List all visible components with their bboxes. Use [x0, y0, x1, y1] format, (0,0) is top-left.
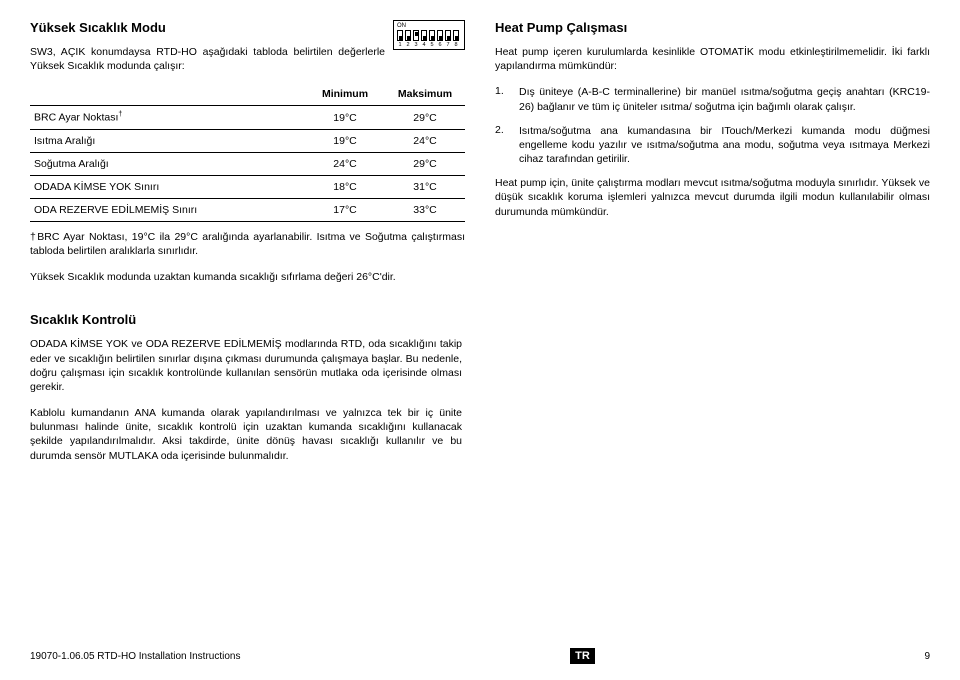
reset-note: Yüksek Sıcaklık modunda uzaktan kumanda …	[30, 270, 465, 284]
table-cell: 33°C	[385, 198, 465, 221]
table-row: Soğutma Aralığı24°C29°C	[30, 152, 465, 175]
table-row: BRC Ayar Noktası†19°C29°C	[30, 106, 465, 130]
temp-control-p2: Kablolu kumandanın ANA kumanda olarak ya…	[30, 406, 462, 463]
dip-number: 5	[429, 42, 435, 48]
table-cell: ODADA KİMSE YOK Sınırı	[30, 175, 305, 198]
page-number: 9	[924, 651, 930, 662]
table-header: Minimum	[305, 83, 385, 106]
table-cell: 19°C	[305, 129, 385, 152]
table-cell: ODA REZERVE EDİLMEMİŞ Sınırı	[30, 198, 305, 221]
language-badge: TR	[570, 648, 595, 664]
dip-number: 3	[413, 42, 419, 48]
dip-switch-diagram: ON 12345678	[393, 20, 465, 50]
table-header	[30, 83, 305, 106]
temp-control-section: Sıcaklık Kontrolü ODADA KİMSE YOK ve ODA…	[30, 312, 462, 462]
dip-switch	[405, 30, 411, 41]
temp-control-heading: Sıcaklık Kontrolü	[30, 312, 462, 327]
dip-switch	[429, 30, 435, 41]
table-cell: Soğutma Aralığı	[30, 152, 305, 175]
left-column: ON 12345678 Yüksek Sıcaklık Modu SW3, AÇ…	[30, 20, 465, 284]
table-cell: BRC Ayar Noktası†	[30, 106, 305, 130]
footer-docid: 19070-1.06.05 RTD-HO Installation Instru…	[30, 651, 240, 662]
table-cell: 24°C	[305, 152, 385, 175]
heatpump-intro: Heat pump içeren kurulumlarda kesinlikle…	[495, 45, 930, 73]
heatpump-heading: Heat Pump Çalışması	[495, 20, 930, 35]
dip-number: 4	[421, 42, 427, 48]
dip-switch	[445, 30, 451, 41]
numbered-item: 1.Dış üniteye (A-B-C terminallerine) bir…	[495, 85, 930, 113]
table-row: ODADA KİMSE YOK Sınırı18°C31°C	[30, 175, 465, 198]
table-cell: 24°C	[385, 129, 465, 152]
dip-switch	[397, 30, 403, 41]
table-cell: 31°C	[385, 175, 465, 198]
dip-switch	[421, 30, 427, 41]
dip-switch	[437, 30, 443, 41]
table-header: Maksimum	[385, 83, 465, 106]
table-row: Isıtma Aralığı19°C24°C	[30, 129, 465, 152]
table-row: ODA REZERVE EDİLMEMİŞ Sınırı17°C33°C	[30, 198, 465, 221]
dip-switch	[453, 30, 459, 41]
item-text: Dış üniteye (A-B-C terminallerine) bir m…	[519, 85, 930, 113]
item-text: Isıtma/soğutma ana kumandasına bir ITouc…	[519, 124, 930, 167]
dip-number: 6	[437, 42, 443, 48]
page-footer: 19070-1.06.05 RTD-HO Installation Instru…	[30, 648, 930, 664]
dip-number: 1	[397, 42, 403, 48]
temp-control-p1: ODADA KİMSE YOK ve ODA REZERVE EDİLMEMİŞ…	[30, 337, 462, 394]
item-number: 1.	[495, 85, 519, 113]
heatpump-note: Heat pump için, ünite çalıştırma modları…	[495, 176, 930, 219]
table-cell: 29°C	[385, 152, 465, 175]
table-cell: 17°C	[305, 198, 385, 221]
table-cell: 18°C	[305, 175, 385, 198]
table-cell: Isıtma Aralığı	[30, 129, 305, 152]
dip-number: 7	[445, 42, 451, 48]
dip-on-label: ON	[397, 23, 461, 29]
right-column: Heat Pump Çalışması Heat pump içeren kur…	[495, 20, 930, 284]
setpoint-table: MinimumMaksimum BRC Ayar Noktası†19°C29°…	[30, 83, 465, 222]
dip-switch	[413, 30, 419, 41]
dip-number: 8	[453, 42, 459, 48]
numbered-item: 2.Isıtma/soğutma ana kumandasına bir ITo…	[495, 124, 930, 167]
table-cell: 29°C	[385, 106, 465, 130]
table-footnote: †BRC Ayar Noktası, 19°C ila 29°C aralığı…	[30, 230, 465, 258]
table-cell: 19°C	[305, 106, 385, 130]
dip-number: 2	[405, 42, 411, 48]
item-number: 2.	[495, 124, 519, 167]
